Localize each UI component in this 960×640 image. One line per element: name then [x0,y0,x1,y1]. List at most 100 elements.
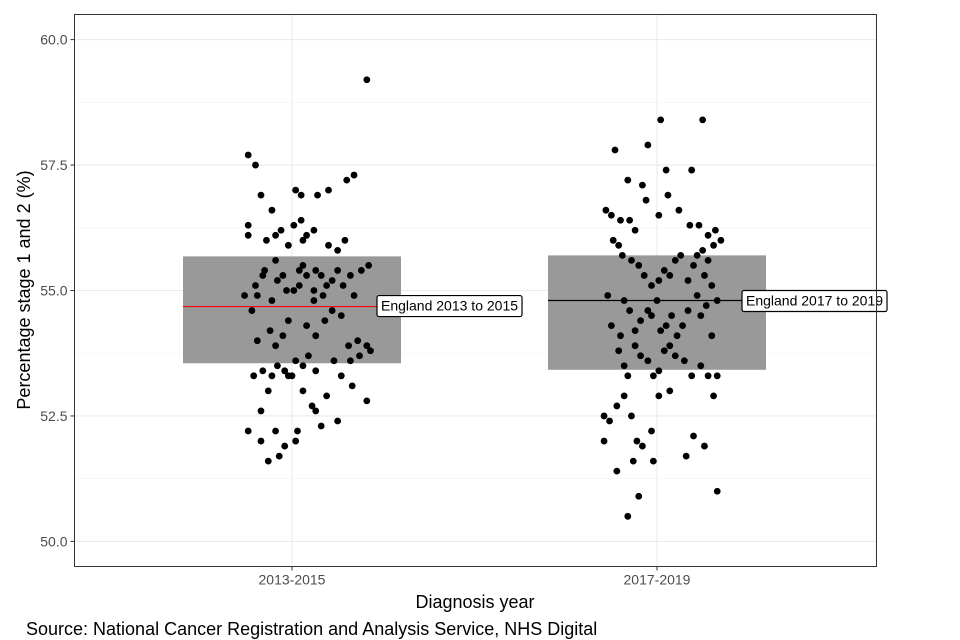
data-point [268,297,276,304]
data-point [607,211,615,219]
data-point [628,256,635,264]
annotation-text: England 2013 to 2015 [381,298,518,314]
data-point [347,272,354,279]
data-point [635,262,643,269]
y-tick-label: 50.0 [40,533,67,549]
data-point [367,347,374,355]
data-point [655,277,663,284]
data-point [697,362,705,370]
data-point [319,292,327,299]
data-point [693,292,701,299]
data-point [620,297,628,304]
data-point [693,251,701,259]
data-point [334,246,342,254]
data-point [704,372,712,380]
data-point [323,282,331,289]
data-point [609,236,617,244]
data-point [257,407,265,415]
data-point [310,297,318,304]
data-point [699,246,707,254]
data-point [299,236,307,244]
data-point [350,171,358,179]
data-point [660,267,668,274]
data-point [655,211,663,219]
data-point [617,216,624,224]
data-point [655,367,663,375]
data-point [648,282,655,289]
data-point [657,327,665,335]
data-point [653,297,661,304]
data-point [617,332,624,340]
data-point [648,427,655,435]
data-point [297,191,305,199]
data-point [626,307,634,314]
data-point [671,256,679,264]
data-point [615,241,623,249]
data-point [633,437,641,445]
data-point [325,186,332,194]
data-point [272,231,279,239]
data-point [268,206,276,214]
data-point [334,417,342,425]
data-point [615,347,623,355]
data-point [253,292,261,299]
data-point [702,302,710,309]
data-point [684,307,692,314]
data-point [717,236,725,244]
data-point [624,512,632,520]
x-axis-title: Diagnosis year [415,592,534,612]
data-point [666,272,674,279]
data-point [690,262,697,269]
data-point [626,216,634,224]
data-point [701,272,708,279]
data-point [697,312,705,319]
data-point [613,402,621,410]
data-point [268,372,276,380]
data-point [252,161,259,169]
annotation-label: England 2013 to 2015 [376,294,523,318]
data-point [264,387,272,395]
data-point [277,226,285,234]
data-point [620,362,628,370]
data-point [666,342,674,350]
data-point [308,402,316,410]
data-point [365,262,373,269]
y-tick-label: 57.5 [40,157,67,173]
data-point [345,342,352,350]
data-point [356,352,363,360]
data-point [297,216,305,224]
data-point [639,181,646,189]
data-point [266,327,274,335]
data-point [244,427,252,435]
x-tick-label: 2017-2019 [624,572,691,588]
y-tick-label: 52.5 [40,408,67,424]
data-point [312,407,320,415]
data-point [337,372,345,380]
data-point [631,226,639,234]
point-layer [241,76,725,520]
annotation-box [376,294,523,318]
data-point [677,251,685,259]
data-point [613,467,621,475]
data-point [274,277,281,284]
data-point [330,357,338,365]
data-point [274,362,281,370]
data-point [628,412,635,420]
y-tick-label: 55.0 [40,283,67,299]
data-point [618,251,626,259]
data-point [611,146,619,154]
data-point [343,176,351,184]
data-point [299,387,307,395]
data-point [644,307,652,314]
data-point [655,392,663,400]
data-point [284,241,292,249]
data-point [701,442,708,450]
data-point [649,457,657,465]
data-point [688,372,696,380]
data-point [281,442,289,450]
annotation-text: England 2017 to 2019 [746,293,883,309]
data-point [348,382,356,390]
data-point [357,267,365,274]
data-point [303,231,310,239]
data-point [695,221,703,229]
